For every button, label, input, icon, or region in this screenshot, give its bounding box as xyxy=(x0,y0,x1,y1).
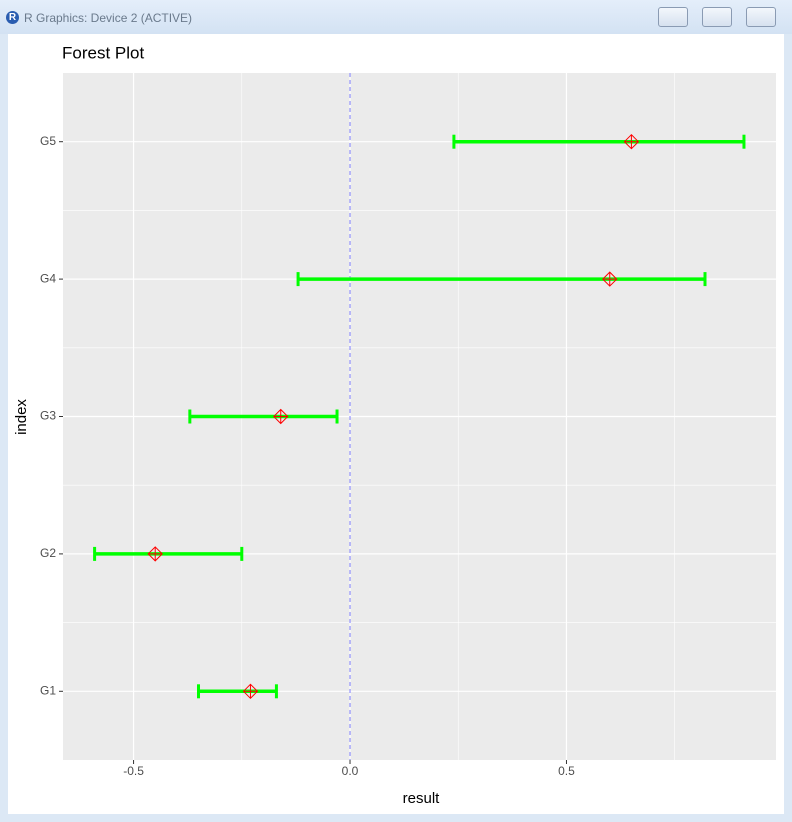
x-tick-label: 0.0 xyxy=(342,764,359,778)
minimize-button[interactable] xyxy=(658,7,688,27)
y-tick-label: G3 xyxy=(40,409,56,423)
x-tick-label: 0.5 xyxy=(558,764,575,778)
y-tick-label: G5 xyxy=(40,134,56,148)
point xyxy=(242,683,259,700)
app-icon: R xyxy=(6,11,19,24)
chart: Forest Plot result index -0.5 0.0 0.5 G1 G2 G… xyxy=(8,34,784,814)
maximize-button[interactable] xyxy=(702,7,732,27)
y-tick-label: G1 xyxy=(40,683,56,697)
y-tick-label: G4 xyxy=(40,271,56,285)
y-tick-label: G2 xyxy=(40,546,56,560)
y-axis-label: index xyxy=(13,399,30,435)
x-axis-label: result xyxy=(403,790,441,807)
point xyxy=(602,271,618,287)
chart-title: Forest Plot xyxy=(62,43,144,62)
window-title: R Graphics: Device 2 (ACTIVE) xyxy=(24,11,193,25)
close-button[interactable] xyxy=(746,7,776,27)
point xyxy=(273,408,289,425)
x-tick-label: -0.5 xyxy=(123,764,144,778)
title-bar: R R Graphics: Device 2 (ACTIVE) xyxy=(0,0,792,34)
point xyxy=(623,133,640,150)
point xyxy=(147,546,163,562)
